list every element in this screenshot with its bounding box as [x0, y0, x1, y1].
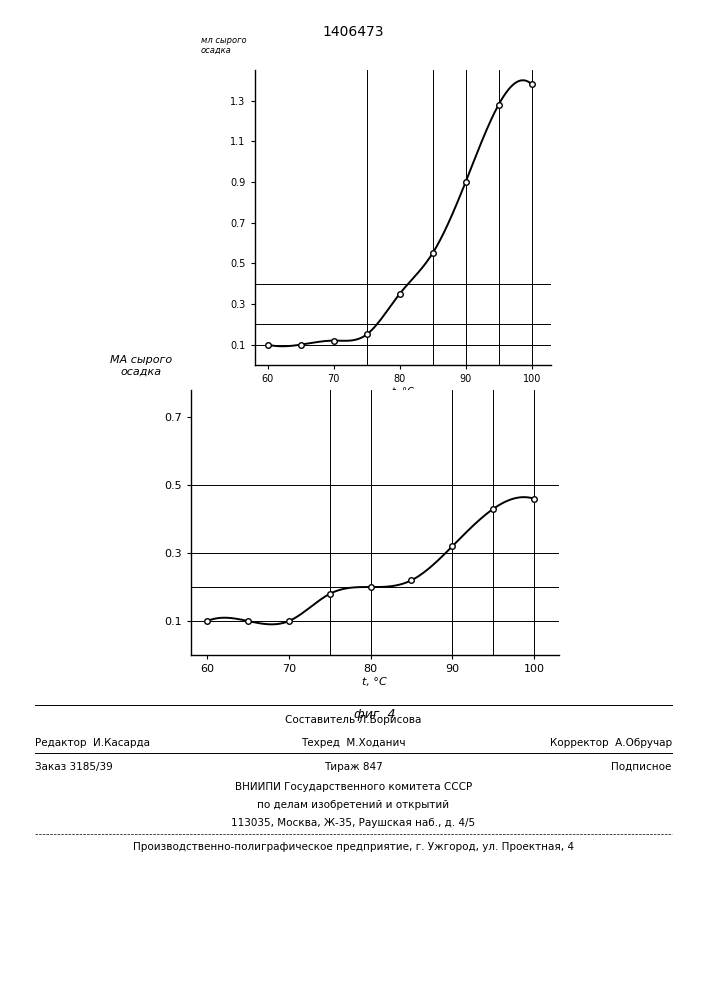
Text: фиг. 3: фиг. 3: [385, 418, 421, 428]
Text: 1406473: 1406473: [323, 25, 384, 39]
Text: Составитель Л.Борисова: Составитель Л.Борисова: [286, 715, 421, 725]
Text: Корректор  А.Обручар: Корректор А.Обручар: [549, 738, 672, 748]
Text: Тираж 847: Тираж 847: [324, 762, 383, 772]
Text: по делам изобретений и открытий: по делам изобретений и открытий: [257, 800, 450, 810]
X-axis label: t, °C: t, °C: [362, 677, 387, 687]
Text: мл сырого
осадка: мл сырого осадка: [201, 36, 247, 55]
X-axis label: t, °C: t, °C: [392, 387, 414, 397]
Text: Подписное: Подписное: [612, 762, 672, 772]
Text: ВНИИПИ Государственного комитета СССР: ВНИИПИ Государственного комитета СССР: [235, 782, 472, 792]
Text: 113035, Москва, Ж-35, Раушская наб., д. 4/5: 113035, Москва, Ж-35, Раушская наб., д. …: [231, 818, 476, 828]
Text: Производственно-полиграфическое предприятие, г. Ужгород, ул. Проектная, 4: Производственно-полиграфическое предприя…: [133, 842, 574, 852]
Text: фиг. 4: фиг. 4: [354, 708, 395, 721]
Text: Техред  М.Ходанич: Техред М.Ходанич: [301, 738, 406, 748]
Text: Заказ 3185/39: Заказ 3185/39: [35, 762, 113, 772]
Text: МА сырого
осадка: МА сырого осадка: [110, 355, 172, 377]
Text: Редактор  И.Касарда: Редактор И.Касарда: [35, 738, 151, 748]
